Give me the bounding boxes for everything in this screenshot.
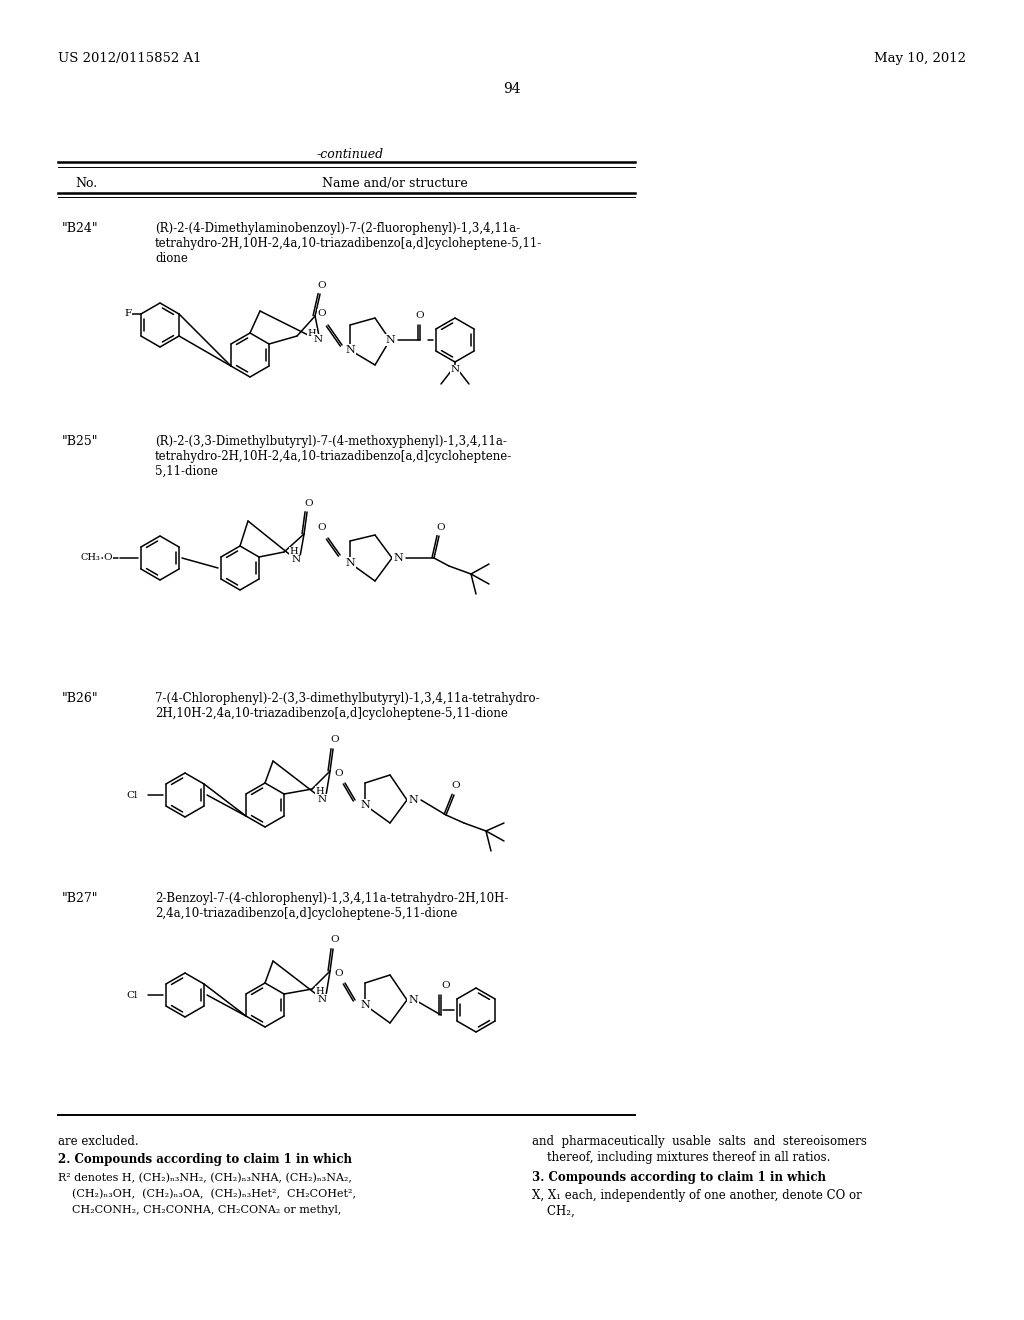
Text: H: H <box>290 548 298 557</box>
Text: H: H <box>315 787 325 796</box>
Text: N: N <box>292 556 301 565</box>
Text: O: O <box>335 969 343 978</box>
Text: X, X₁ each, independently of one another, denote CO or: X, X₁ each, independently of one another… <box>532 1189 862 1203</box>
Text: O: O <box>103 553 113 562</box>
Text: N: N <box>345 345 355 355</box>
Text: 7-(4-Chlorophenyl)-2-(3,3-dimethylbutyryl)-1,3,4,11a-tetrahydro-
2H,10H-2,4a,10-: 7-(4-Chlorophenyl)-2-(3,3-dimethylbutyry… <box>155 692 540 719</box>
Text: N: N <box>345 558 355 568</box>
Text: 2-Benzoyl-7-(4-chlorophenyl)-1,3,4,11a-tetrahydro-2H,10H-
2,4a,10-triazadibenzo[: 2-Benzoyl-7-(4-chlorophenyl)-1,3,4,11a-t… <box>155 892 508 920</box>
Text: 3. Compounds according to claim 1 in which: 3. Compounds according to claim 1 in whi… <box>532 1171 826 1184</box>
Text: CH₂,: CH₂, <box>532 1205 574 1218</box>
Text: CH₃: CH₃ <box>80 553 100 562</box>
Text: O: O <box>331 735 339 744</box>
Text: F: F <box>125 309 131 318</box>
Text: O: O <box>416 312 424 321</box>
Text: are excluded.: are excluded. <box>58 1135 138 1148</box>
Text: Cl: Cl <box>127 990 138 999</box>
Text: "B25": "B25" <box>62 436 98 447</box>
Text: Cl: Cl <box>127 791 138 800</box>
Text: (R)-2-(3,3-Dimethylbutyryl)-7-(4-methoxyphenyl)-1,3,4,11a-
tetrahydro-2H,10H-2,4: (R)-2-(3,3-Dimethylbutyryl)-7-(4-methoxy… <box>155 436 512 478</box>
Text: "B24": "B24" <box>62 222 98 235</box>
Text: (CH₂)ₙ₃OH,  (CH₂)ₙ₃OA,  (CH₂)ₙ₃Het²,  CH₂COHet²,: (CH₂)ₙ₃OH, (CH₂)ₙ₃OA, (CH₂)ₙ₃Het², CH₂CO… <box>58 1189 356 1200</box>
Text: H: H <box>308 329 316 338</box>
Text: Name and/or structure: Name and/or structure <box>323 177 468 190</box>
Text: N: N <box>393 553 402 564</box>
Text: N: N <box>317 795 327 804</box>
Text: May 10, 2012: May 10, 2012 <box>874 51 966 65</box>
Text: 94: 94 <box>503 82 521 96</box>
Text: O: O <box>441 982 451 990</box>
Text: O: O <box>317 523 327 532</box>
Text: CH₂CONH₂, CH₂CONHA, CH₂CONA₂ or methyl,: CH₂CONH₂, CH₂CONHA, CH₂CONA₂ or methyl, <box>58 1205 341 1214</box>
Text: thereof, including mixtures thereof in all ratios.: thereof, including mixtures thereof in a… <box>532 1151 830 1164</box>
Text: R² denotes H, (CH₂)ₙ₃NH₂, (CH₂)ₙ₃NHA, (CH₂)ₙ₃NA₂,: R² denotes H, (CH₂)ₙ₃NH₂, (CH₂)ₙ₃NHA, (C… <box>58 1173 352 1183</box>
Text: N: N <box>451 366 460 375</box>
Text: 2. Compounds according to claim 1 in which: 2. Compounds according to claim 1 in whi… <box>58 1152 352 1166</box>
Text: O: O <box>305 499 313 507</box>
Text: N: N <box>317 994 327 1003</box>
Text: N: N <box>409 795 418 805</box>
Text: -continued: -continued <box>316 148 384 161</box>
Text: US 2012/0115852 A1: US 2012/0115852 A1 <box>58 51 202 65</box>
Text: O: O <box>436 523 445 532</box>
Text: "B26": "B26" <box>62 692 98 705</box>
Text: N: N <box>360 1001 370 1010</box>
Text: O: O <box>331 936 339 945</box>
Text: H: H <box>315 986 325 995</box>
Text: "B27": "B27" <box>62 892 98 906</box>
Text: N: N <box>385 335 395 345</box>
Text: N: N <box>313 334 323 343</box>
Text: O: O <box>335 768 343 777</box>
Text: and  pharmaceutically  usable  salts  and  stereoisomers: and pharmaceutically usable salts and st… <box>532 1135 867 1148</box>
Text: (R)-2-(4-Dimethylaminobenzoyl)-7-(2-fluorophenyl)-1,3,4,11a-
tetrahydro-2H,10H-2: (R)-2-(4-Dimethylaminobenzoyl)-7-(2-fluo… <box>155 222 543 265</box>
Text: O: O <box>317 309 327 318</box>
Text: No.: No. <box>75 177 97 190</box>
Text: O: O <box>452 780 461 789</box>
Text: N: N <box>360 800 370 810</box>
Text: N: N <box>409 995 418 1005</box>
Text: O: O <box>317 281 327 290</box>
